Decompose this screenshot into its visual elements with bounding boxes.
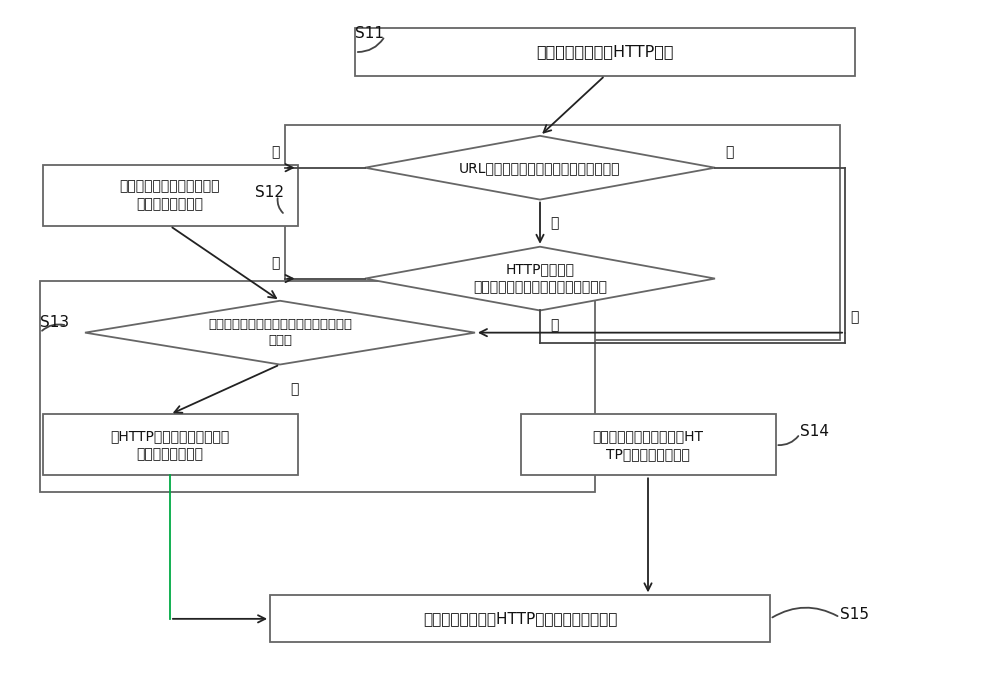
FancyBboxPatch shape xyxy=(43,414,298,475)
Text: HTTP请求头部
是否嵌入有用于识别会话的会话标识: HTTP请求头部 是否嵌入有用于识别会话的会话标识 xyxy=(473,263,607,295)
Text: 采用关键字匹配法或正则表
达法提取会话标识: 采用关键字匹配法或正则表 达法提取会话标识 xyxy=(120,179,220,211)
Text: 否: 否 xyxy=(850,310,858,324)
Text: S11: S11 xyxy=(355,26,384,41)
Text: 是: 是 xyxy=(290,383,298,396)
Text: 否: 否 xyxy=(550,318,558,332)
Text: S15: S15 xyxy=(840,607,869,622)
Text: 是: 是 xyxy=(272,146,280,159)
Text: 否: 否 xyxy=(550,216,558,230)
Text: 根据负载均衡调度算法将HT
TP请求发送至服务器: 根据负载均衡调度算法将HT TP请求发送至服务器 xyxy=(592,429,704,461)
Text: 接收来自客户端的HTTP请求: 接收来自客户端的HTTP请求 xyxy=(536,44,674,60)
Text: S13: S13 xyxy=(40,315,69,330)
Polygon shape xyxy=(85,301,475,365)
Text: 接收服务器反馈的HTTP应答并转送至客户端: 接收服务器反馈的HTTP应答并转送至客户端 xyxy=(423,611,617,626)
FancyBboxPatch shape xyxy=(520,414,776,475)
Text: 将HTTP请求发送给与会话标
识相对应的服务器: 将HTTP请求发送给与会话标 识相对应的服务器 xyxy=(110,429,230,461)
FancyBboxPatch shape xyxy=(355,28,855,76)
Polygon shape xyxy=(365,136,715,200)
Text: S14: S14 xyxy=(800,423,829,439)
FancyBboxPatch shape xyxy=(270,595,770,642)
FancyBboxPatch shape xyxy=(43,165,298,226)
Text: S12: S12 xyxy=(255,185,284,200)
Polygon shape xyxy=(365,247,715,310)
FancyBboxPatch shape xyxy=(285,125,840,340)
Text: URL是否嵌入有用于识别会话的会话标识: URL是否嵌入有用于识别会话的会话标识 xyxy=(459,161,621,175)
Text: 判断当前是否存在与会话标识相对应的服
务器？: 判断当前是否存在与会话标识相对应的服 务器？ xyxy=(208,318,352,347)
Text: 是: 是 xyxy=(272,256,280,270)
FancyBboxPatch shape xyxy=(40,281,595,492)
Text: 否: 否 xyxy=(725,146,733,159)
